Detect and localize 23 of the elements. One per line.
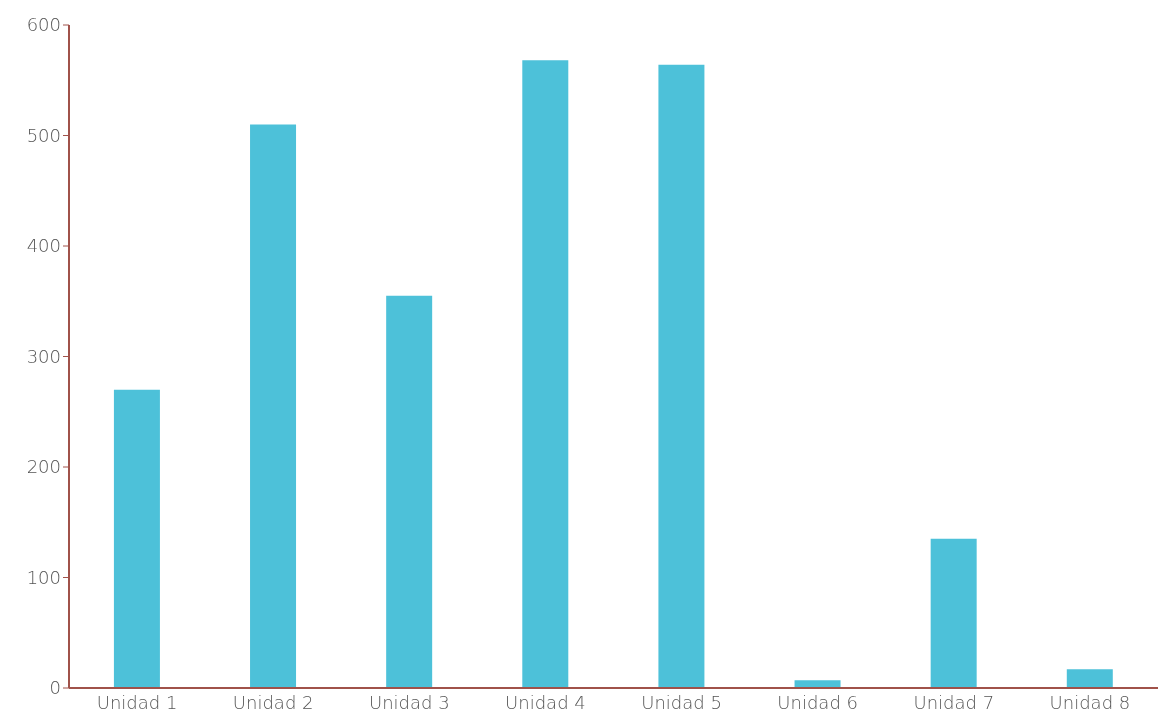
y-tick-label: 500: [26, 124, 61, 146]
bar: [386, 295, 433, 688]
x-tick-label: Unidad 6: [777, 691, 859, 713]
x-tick-label: Unidad 2: [232, 691, 314, 713]
x-tick-label: Unidad 4: [505, 691, 586, 713]
bar: [794, 680, 841, 688]
x-tick-label: Unidad 3: [368, 691, 450, 713]
x-tick-label: Unidad 1: [96, 691, 178, 713]
y-tick-label: 300: [26, 345, 61, 367]
y-tick-label: 400: [26, 235, 61, 257]
bar: [113, 389, 160, 688]
y-tick-label: 0: [49, 677, 61, 699]
x-tick-label: Unidad 5: [641, 691, 722, 713]
bar: [250, 124, 297, 688]
x-tick-label: Unidad 8: [1049, 691, 1131, 713]
bar: [658, 64, 705, 688]
y-tick-label: 600: [26, 14, 61, 36]
bar: [522, 60, 569, 688]
bar: [930, 538, 977, 688]
bar: [1066, 669, 1113, 688]
y-tick-label: 200: [26, 456, 61, 478]
y-tick-label: 100: [26, 566, 61, 588]
x-tick-label: Unidad 7: [913, 691, 995, 713]
